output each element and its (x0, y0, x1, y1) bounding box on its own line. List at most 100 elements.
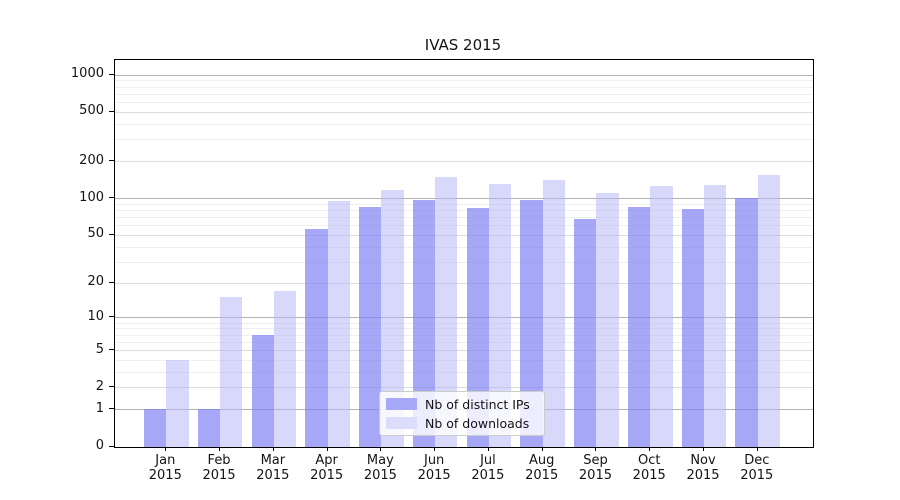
legend-swatch-downloads-icon (386, 417, 417, 429)
gridline-90 (115, 203, 813, 205)
x-tick-label-jun: Jun 2015 (417, 453, 451, 483)
gridline-3 (115, 371, 813, 373)
bar-jan-distinct-ips (144, 409, 167, 447)
bar-dec-distinct-ips (735, 198, 758, 447)
y-tick-mark (109, 349, 114, 351)
x-tick-label-aug: Aug 2015 (525, 453, 559, 483)
y-tick-mark (109, 316, 114, 318)
x-tick-mark (326, 447, 328, 451)
bar-apr-distinct-ips (305, 228, 328, 447)
gridline-20 (115, 282, 813, 284)
y-tick-label-20: 20 (87, 274, 104, 290)
x-tick-label-sep: Sep 2015 (578, 453, 612, 483)
bar-oct-distinct-ips (627, 206, 651, 447)
x-tick-mark (541, 447, 543, 451)
y-tick-label-1: 1 (95, 400, 104, 416)
legend-row-downloads: Nb of downloads (380, 416, 544, 431)
x-tick-mark (703, 447, 704, 451)
bar-oct-downloads (650, 186, 673, 447)
y-tick-label-10: 10 (87, 308, 104, 324)
x-tick-label-oct: Oct 2015 (632, 453, 666, 483)
y-tick-label-0: 0 (95, 438, 104, 453)
x-tick-mark (272, 447, 274, 451)
x-tick-label-nov: Nov 2015 (686, 453, 720, 483)
gridline-7 (115, 334, 813, 336)
y-tick-mark (109, 386, 114, 388)
gridline-400 (115, 123, 813, 125)
x-tick-mark (434, 447, 436, 451)
x-tick-mark (380, 447, 382, 451)
legend-label-downloads: Nb of downloads (425, 415, 530, 431)
y-tick-label-200: 200 (79, 152, 104, 168)
y-tick-label-100: 100 (79, 189, 104, 205)
x-tick-mark (595, 447, 597, 451)
gridline-40 (115, 246, 813, 248)
bar-jul-distinct-ips (466, 208, 489, 447)
bar-mar-distinct-ips (251, 334, 274, 447)
x-tick-label-may: May 2015 (363, 453, 397, 483)
y-tick-mark (109, 73, 114, 75)
gridline-100 (115, 198, 813, 200)
bar-mar-downloads (273, 290, 297, 447)
gridline-8 (115, 328, 813, 330)
legend: Nb of distinct IPs Nb of downloads (379, 391, 545, 436)
x-tick-mark (487, 447, 489, 451)
bar-may-downloads (381, 190, 404, 447)
gridline-1000 (115, 74, 813, 76)
legend-label-distinct-ips: Nb of distinct IPs (425, 396, 530, 412)
y-tick-mark (109, 408, 114, 410)
gridline-9 (115, 322, 813, 324)
plot-area (114, 59, 814, 448)
y-tick-mark (109, 233, 114, 235)
bar-feb-distinct-ips (197, 409, 221, 447)
y-tick-label-5: 5 (95, 341, 104, 357)
chart-title: IVAS 2015 (424, 36, 502, 54)
legend-swatch-distinct-ips-icon (386, 398, 417, 410)
gridline-70 (115, 217, 813, 219)
y-tick-label-1000: 1000 (70, 66, 104, 82)
y-tick-mark (109, 445, 114, 447)
bar-nov-downloads (704, 184, 727, 447)
x-tick-mark (649, 447, 651, 451)
gridline-800 (115, 86, 813, 88)
y-tick-mark (109, 197, 114, 199)
gridline-6 (115, 341, 813, 343)
bar-jul-downloads (488, 183, 512, 447)
bar-apr-downloads (327, 200, 350, 447)
y-tick-mark (109, 281, 114, 283)
x-tick-label-dec: Dec 2015 (740, 453, 774, 483)
x-tick-label-mar: Mar 2015 (256, 453, 290, 483)
gridline-200 (115, 161, 813, 163)
gridline-500 (115, 111, 813, 113)
gridline-4 (115, 359, 813, 361)
x-tick-label-jan: Jan 2015 (148, 453, 182, 483)
gridline-50 (115, 234, 813, 236)
gridline-900 (115, 80, 813, 82)
gridline-600 (115, 102, 813, 104)
bar-jun-distinct-ips (412, 199, 436, 447)
bar-sep-downloads (596, 193, 619, 447)
gridline-5 (115, 350, 813, 352)
y-tick-label-500: 500 (79, 103, 104, 119)
x-tick-mark (756, 447, 758, 451)
y-tick-mark (109, 110, 114, 112)
x-tick-label-jul: Jul 2015 (471, 453, 505, 483)
y-tick-label-50: 50 (87, 226, 104, 242)
bar-dec-downloads (757, 174, 781, 447)
bar-aug-downloads (542, 180, 565, 447)
bar-sep-distinct-ips (574, 218, 597, 447)
gridline-700 (115, 93, 813, 95)
y-tick-label-2: 2 (95, 378, 104, 394)
bar-may-distinct-ips (359, 207, 382, 447)
gridline-300 (115, 139, 813, 141)
x-tick-label-feb: Feb 2015 (202, 453, 236, 483)
x-tick-label-apr: Apr 2015 (310, 453, 344, 483)
bar-nov-distinct-ips (681, 209, 704, 447)
gridline-60 (115, 225, 813, 227)
bar-jun-downloads (435, 177, 458, 447)
x-tick-mark (219, 447, 221, 451)
y-tick-mark (109, 160, 114, 162)
x-tick-mark (165, 447, 167, 451)
bar-feb-downloads (220, 297, 243, 447)
gridline-2 (115, 387, 813, 389)
